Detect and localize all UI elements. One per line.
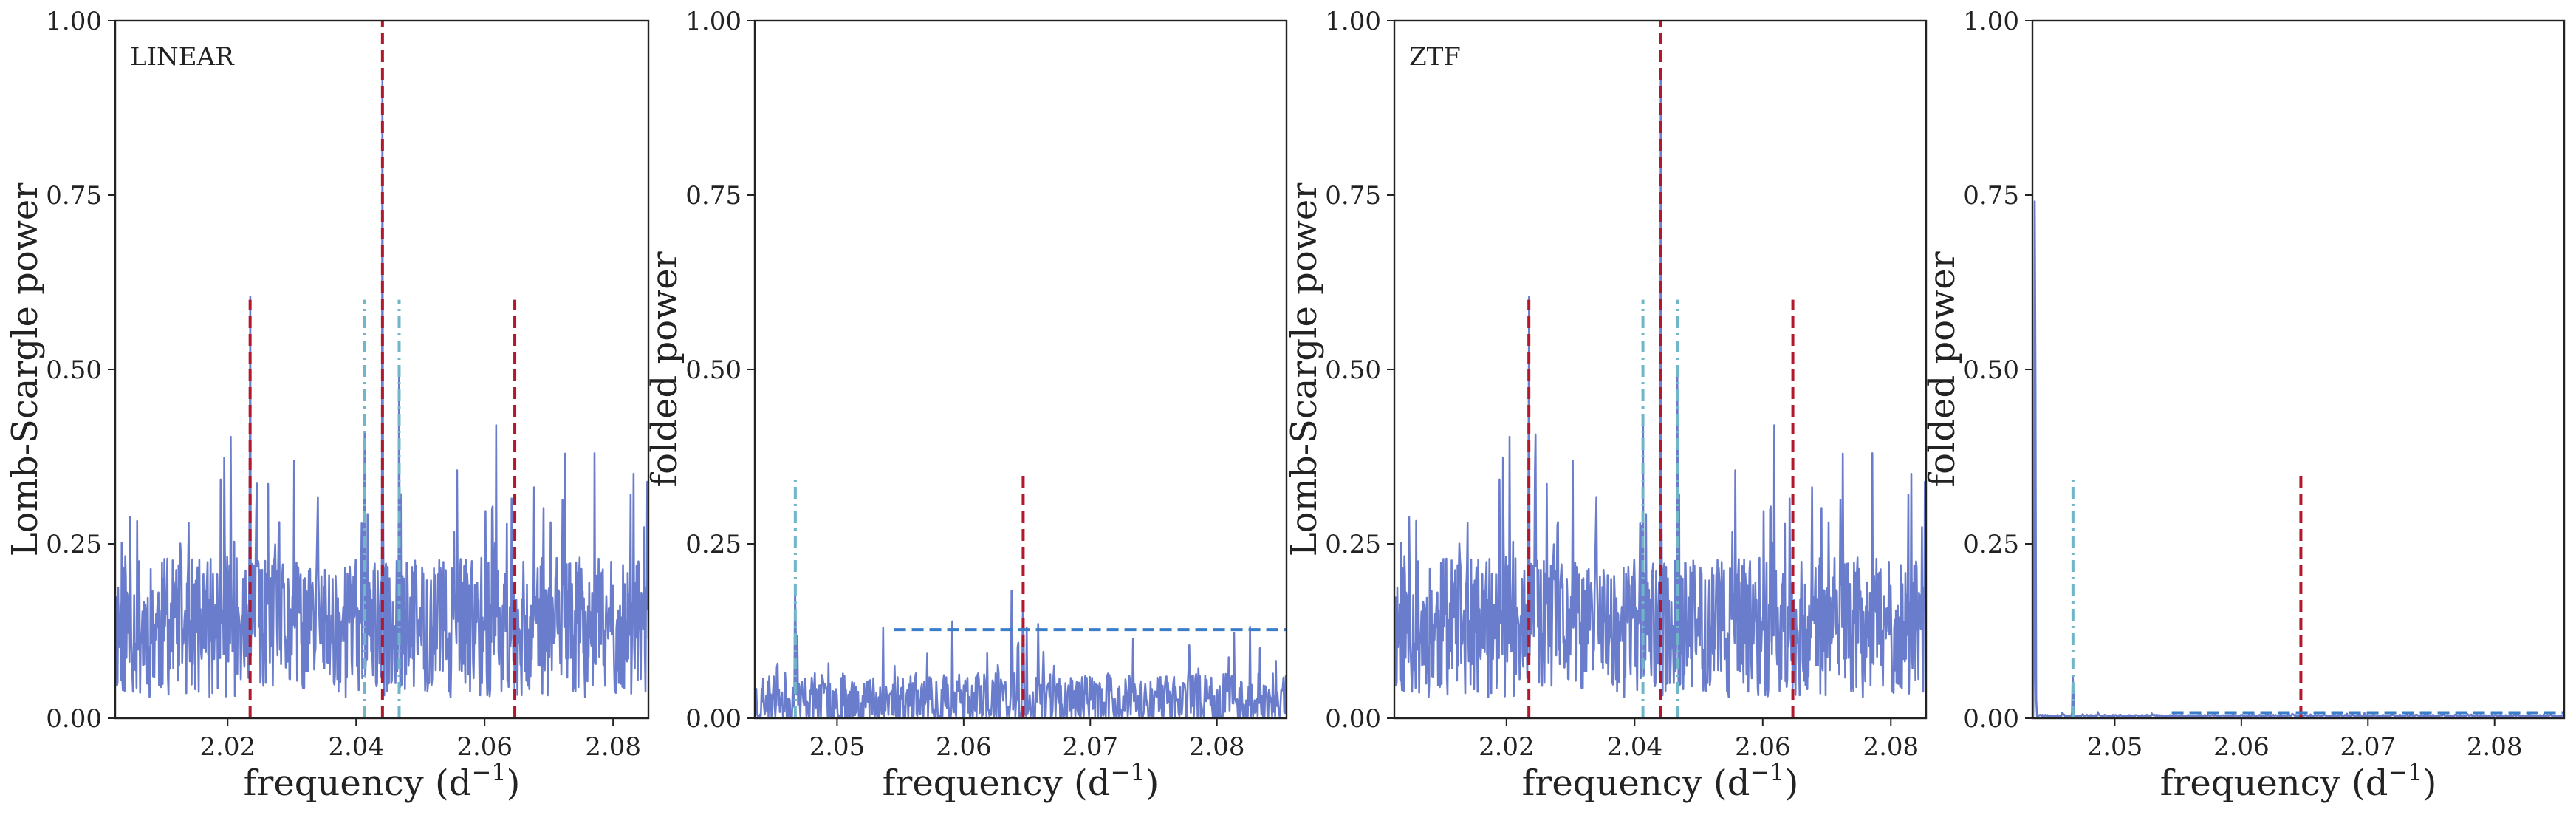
- y-tick-label: 1.00: [1963, 7, 2019, 36]
- x-tick-label: 2.06: [456, 732, 513, 762]
- panel-label: LINEAR: [130, 42, 235, 72]
- y-axis-label: folded power: [1922, 251, 1963, 487]
- y-tick-label: 0.25: [1325, 530, 1381, 559]
- x-tick-label: 2.05: [2087, 732, 2143, 762]
- y-tick-label: 0.00: [685, 704, 741, 734]
- axes-frame: [753, 19, 1288, 720]
- x-tick-label: 2.06: [1735, 732, 1791, 762]
- x-tick-label: 2.08: [1189, 732, 1245, 762]
- x-tick-label: 2.06: [936, 732, 992, 762]
- y-tick-label: 0.75: [46, 181, 102, 211]
- y-tick-label: 0.75: [1963, 181, 2019, 211]
- y-axis-label: Lomb-Scargle power: [1284, 183, 1325, 556]
- x-tick-label: 2.05: [809, 732, 866, 762]
- x-tick-label: 2.04: [1606, 732, 1662, 762]
- series-line-1: [2032, 200, 2564, 717]
- y-axis-label: folded power: [644, 251, 685, 487]
- y-tick-label: 0.25: [685, 530, 741, 559]
- x-tick-label: 2.04: [328, 732, 384, 762]
- y-axis-label: Lomb-Scargle power: [4, 183, 46, 556]
- y-tick-label: 0.50: [685, 355, 741, 385]
- panel-3: 2.02 2.04 2.06 2.08 0.00 0.25 0.50 0.75 1.00 freq…: [1284, 7, 1928, 804]
- y-tick-label: 0.75: [685, 181, 741, 211]
- y-tick-label: 0.00: [1963, 704, 2019, 734]
- x-tick-label: 2.07: [2340, 732, 2396, 762]
- series-line-1: [755, 583, 1287, 717]
- y-tick-label: 0.25: [46, 530, 102, 559]
- x-axis-label: frequency (d−1): [244, 758, 521, 804]
- y-tick-label: 0.75: [1325, 181, 1381, 211]
- x-tick-label: 2.07: [1062, 732, 1118, 762]
- y-tick-label: 1.00: [685, 7, 741, 36]
- axes-frame: [2031, 19, 2566, 720]
- y-tick-label: 0.50: [46, 355, 102, 385]
- x-tick-label: 2.02: [1479, 732, 1535, 762]
- y-tick-label: 1.00: [1325, 7, 1381, 36]
- panel-label: ZTF: [1409, 42, 1461, 72]
- y-tick-label: 0.00: [46, 704, 102, 734]
- panel-4: 2.05 2.06 2.07 2.08 0.00 0.25 0.50 0.75 1.00 freq…: [1922, 7, 2566, 804]
- x-tick-label: 2.08: [2467, 732, 2523, 762]
- y-tick-label: 1.00: [46, 7, 102, 36]
- y-tick-label: 0.50: [1963, 355, 2019, 385]
- y-tick-label: 0.00: [1325, 704, 1381, 734]
- panel-2: 2.05 2.06 2.07 2.08 0.00 0.25 0.50 0.75 1.00 freq…: [644, 7, 1288, 804]
- x-tick-label: 2.02: [199, 732, 256, 762]
- x-axis-label: frequency (d−1): [2160, 758, 2437, 804]
- x-axis-label: frequency (d−1): [1522, 758, 1799, 804]
- panel-1: 2.02 2.04 2.06 2.08 0.00 0.25 0.50 0.75 1.00 freq…: [4, 7, 650, 804]
- y-tick-label: 0.50: [1325, 355, 1381, 385]
- x-tick-label: 2.08: [585, 732, 641, 762]
- y-tick-label: 0.25: [1963, 530, 2019, 559]
- x-tick-label: 2.06: [2213, 732, 2270, 762]
- x-axis-label: frequency (d−1): [883, 758, 1159, 804]
- x-tick-label: 2.08: [1863, 732, 1919, 762]
